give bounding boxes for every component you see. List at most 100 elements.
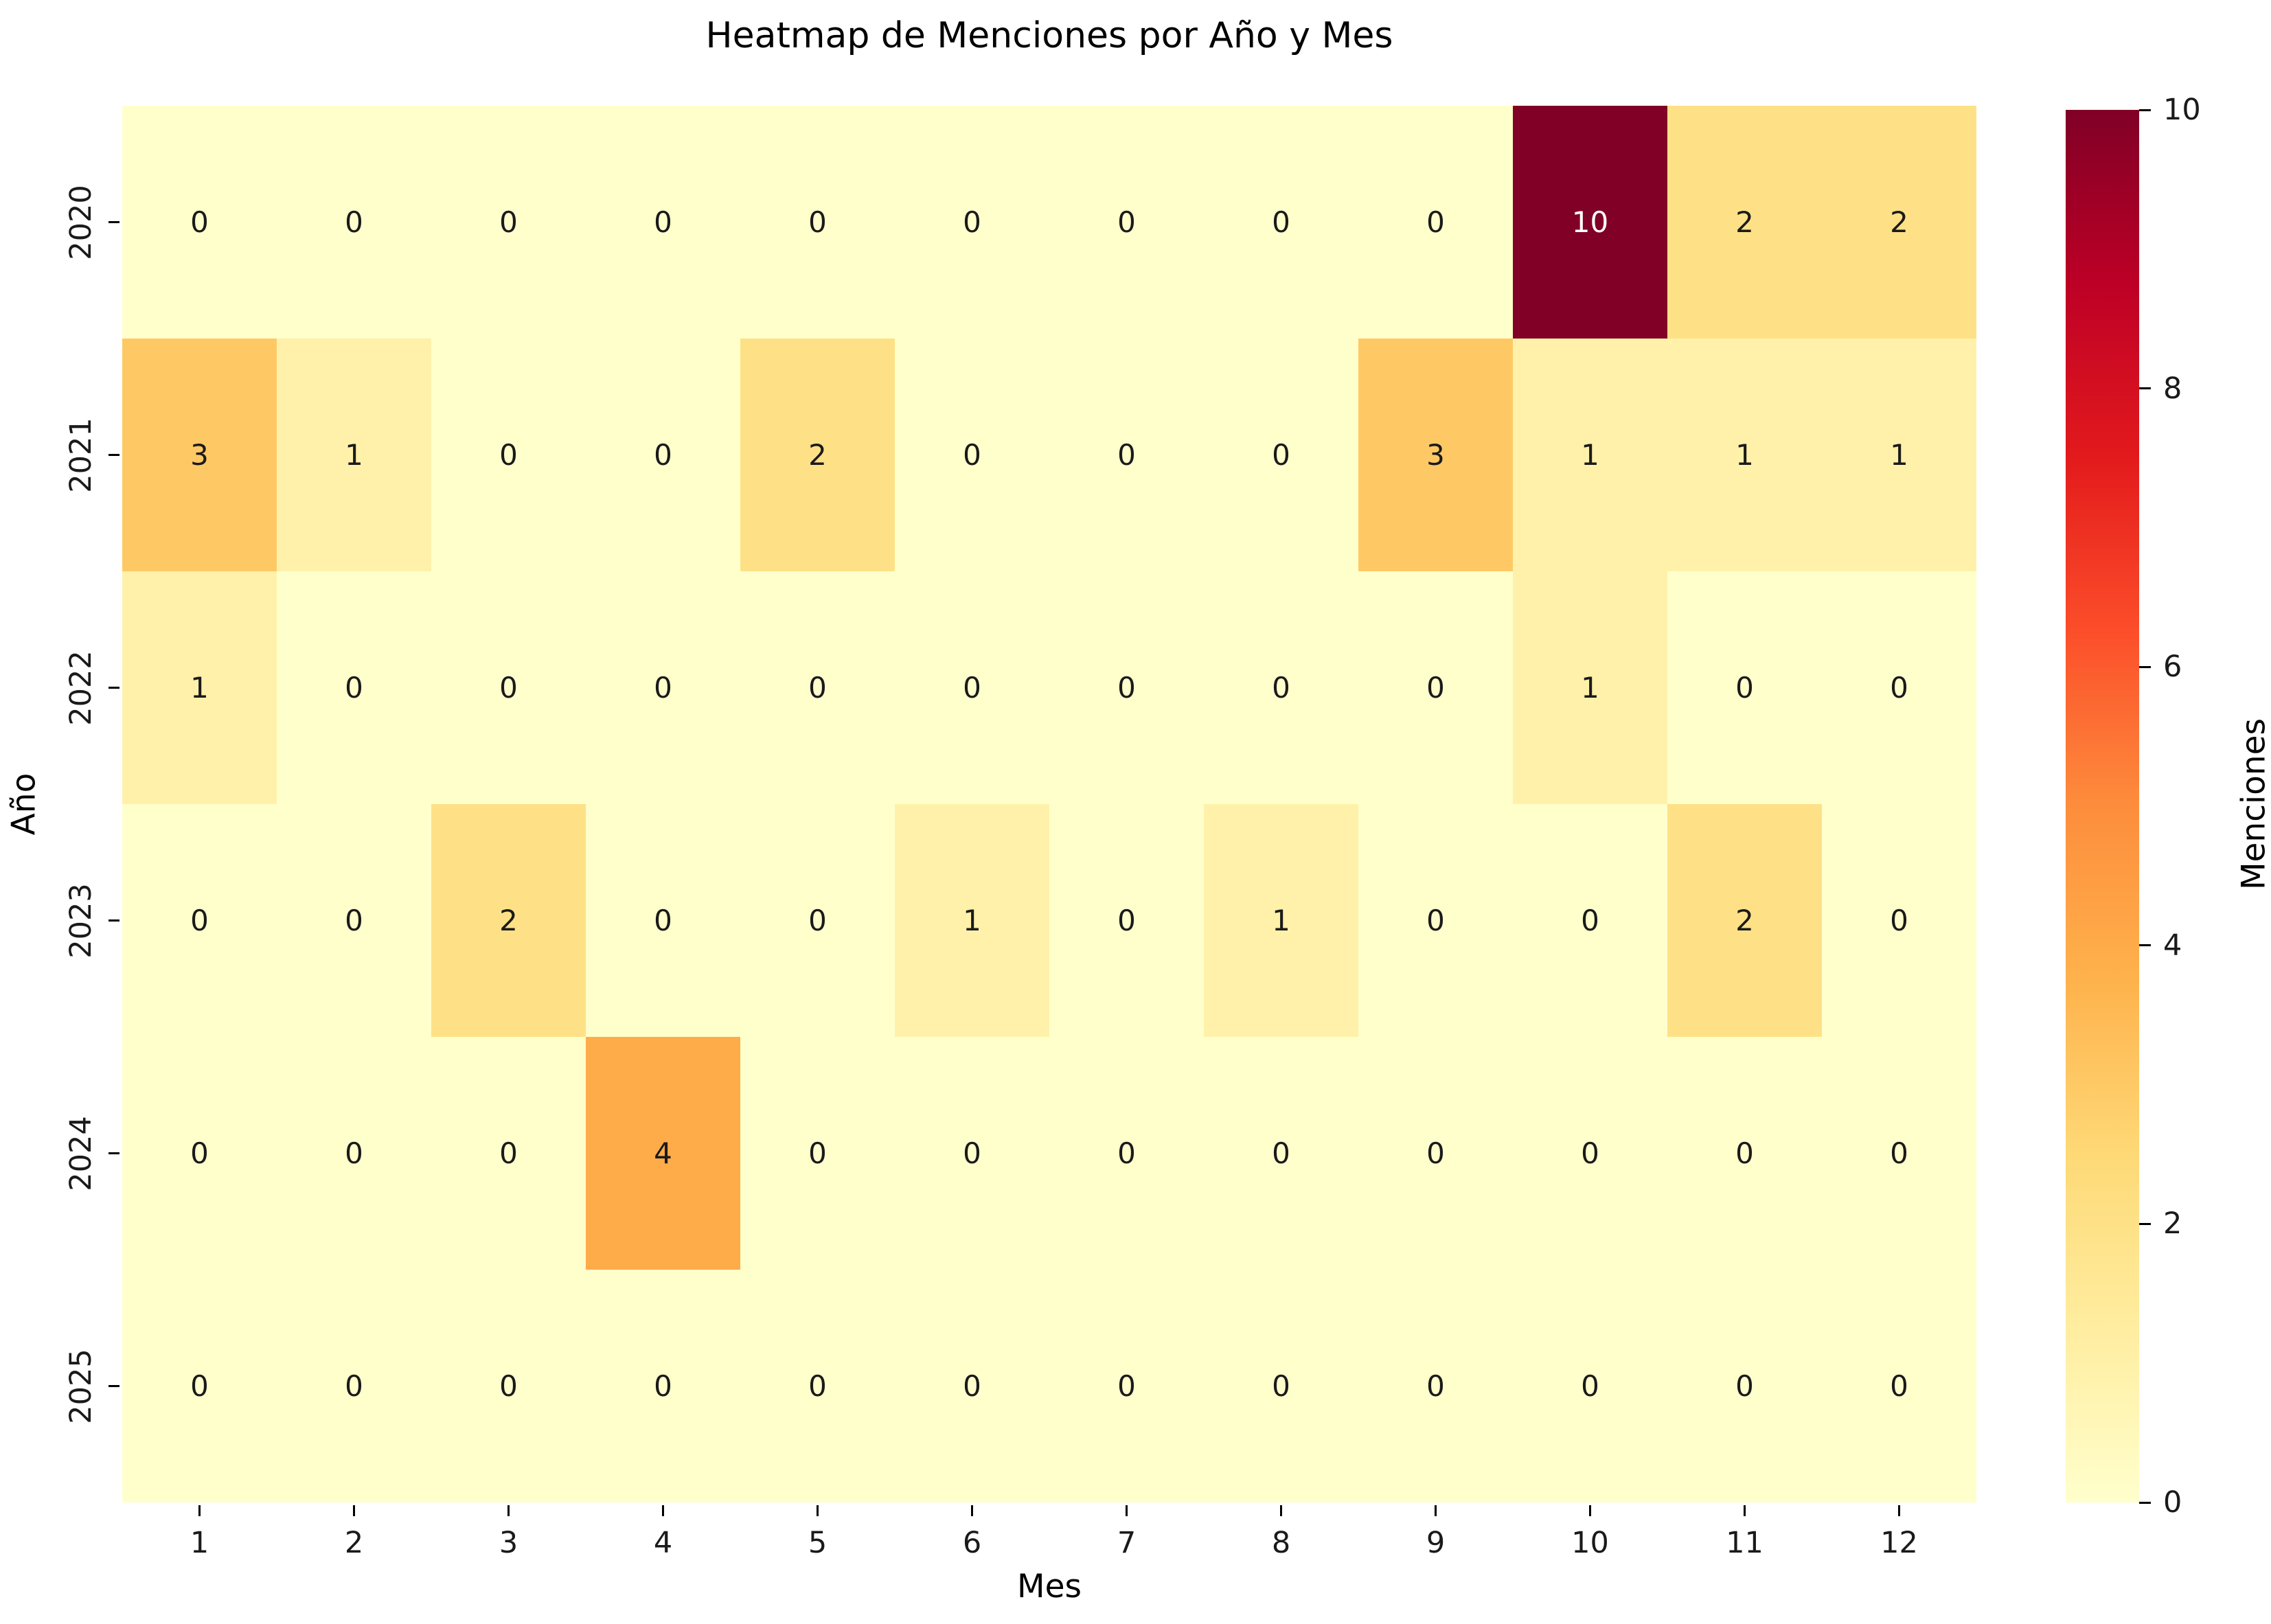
y-tick-label: 2020 — [64, 184, 98, 260]
y-tick-mark — [109, 919, 119, 922]
colorbar-tick-mark — [2139, 944, 2151, 947]
colorbar-tick-label: 2 — [2163, 1206, 2182, 1242]
y-tick-label: 2021 — [64, 417, 98, 493]
heatmap-cell: 0 — [277, 571, 431, 804]
y-tick-label: 2023 — [64, 882, 98, 959]
heatmap-cell: 1 — [277, 339, 431, 571]
x-tick-label: 12 — [1880, 1526, 1918, 1560]
heatmap-cell: 0 — [1667, 1270, 1822, 1502]
heatmap-cell: 0 — [122, 1270, 277, 1502]
heatmap-cell: 0 — [1049, 571, 1204, 804]
x-tick-label: 4 — [653, 1526, 673, 1560]
x-tick-mark — [1589, 1505, 1591, 1516]
y-tick-label: 2024 — [64, 1115, 98, 1191]
heatmap-cell: 0 — [122, 804, 277, 1037]
heatmap-grid: 0 0 0 0 0 0 0 0 0 10 2 2 3 1 0 0 2 0 0 0 3 1 1 1 1 0 0 0 0 0 0 0 0 1 0 0 0 0 2… — [122, 106, 1976, 1502]
heatmap-cell: 0 — [1358, 1037, 1513, 1270]
x-tick-label: 9 — [1426, 1526, 1446, 1560]
x-tick-label: 5 — [808, 1526, 828, 1560]
heatmap-cell: 1 — [895, 804, 1049, 1037]
heatmap-cell: 0 — [895, 571, 1049, 804]
heatmap-cell: 0 — [895, 106, 1049, 339]
heatmap-cell: 1 — [1513, 571, 1667, 804]
colorbar-tick-mark — [2139, 1222, 2151, 1225]
heatmap-cell: 0 — [1204, 106, 1358, 339]
y-tick-label: 2022 — [64, 650, 98, 726]
heatmap-cell: 0 — [895, 1270, 1049, 1502]
heatmap-cell: 2 — [431, 804, 586, 1037]
heatmap-cell: 0 — [277, 1270, 431, 1502]
x-tick-mark — [507, 1505, 510, 1516]
heatmap-cell: 0 — [122, 106, 277, 339]
heatmap-cell: 2 — [740, 339, 895, 571]
colorbar-tick-mark — [2139, 108, 2151, 111]
heatmap-cell: 0 — [1358, 571, 1513, 804]
heatmap-cell: 0 — [1049, 1270, 1204, 1502]
heatmap-cell: 0 — [431, 1037, 586, 1270]
heatmap-cell: 1 — [1513, 339, 1667, 571]
x-tick-mark — [198, 1505, 201, 1516]
heatmap-cell: 0 — [740, 1270, 895, 1502]
heatmap-cell: 0 — [1822, 804, 1976, 1037]
y-tick-mark — [109, 1385, 119, 1387]
x-tick-mark — [817, 1505, 819, 1516]
heatmap-cell: 3 — [122, 339, 277, 571]
heatmap-cell: 0 — [1667, 1037, 1822, 1270]
x-tick-mark — [1898, 1505, 1900, 1516]
colorbar-tick-mark — [2139, 1501, 2151, 1504]
heatmap-cell: 0 — [122, 1037, 277, 1270]
heatmap-cell: 0 — [431, 106, 586, 339]
heatmap-cell: 0 — [1049, 106, 1204, 339]
colorbar-tick-mark — [2139, 665, 2151, 668]
x-tick-mark — [1435, 1505, 1437, 1516]
x-tick-label: 7 — [1117, 1526, 1137, 1560]
heatmap-cell: 0 — [586, 339, 740, 571]
x-axis-label: Mes — [1017, 1568, 1082, 1605]
heatmap-cell: 0 — [1204, 1037, 1358, 1270]
heatmap-cell: 2 — [1822, 106, 1976, 339]
x-tick-label: 2 — [344, 1526, 364, 1560]
heatmap-cell: 3 — [1358, 339, 1513, 571]
heatmap-cell: 10 — [1513, 106, 1667, 339]
colorbar-tick-label: 0 — [2163, 1485, 2182, 1520]
heatmap-cell: 0 — [277, 804, 431, 1037]
colorbar-tick-label: 8 — [2163, 371, 2182, 406]
heatmap-cell: 0 — [1667, 571, 1822, 804]
colorbar-tick-label: 6 — [2163, 650, 2182, 685]
heatmap-cell: 0 — [740, 106, 895, 339]
heatmap-cell: 0 — [586, 804, 740, 1037]
heatmap-cell: 0 — [1513, 804, 1667, 1037]
heatmap-cell: 0 — [586, 1270, 740, 1502]
chart-title: Heatmap de Menciones por Año y Mes — [705, 15, 1393, 56]
x-tick-mark — [971, 1505, 973, 1516]
x-tick-mark — [1280, 1505, 1282, 1516]
x-tick-mark — [1126, 1505, 1128, 1516]
y-tick-label: 2025 — [64, 1348, 98, 1424]
x-tick-mark — [353, 1505, 355, 1516]
heatmap-cell: 0 — [1049, 804, 1204, 1037]
x-tick-label: 11 — [1726, 1526, 1764, 1560]
heatmap-cell: 0 — [586, 571, 740, 804]
heatmap-cell: 0 — [1204, 1270, 1358, 1502]
heatmap-cell: 4 — [586, 1037, 740, 1270]
x-tick-label: 8 — [1271, 1526, 1291, 1560]
heatmap-cell: 0 — [895, 339, 1049, 571]
x-tick-mark — [1744, 1505, 1746, 1516]
x-tick-mark — [662, 1505, 664, 1516]
heatmap-cell: 0 — [1358, 1270, 1513, 1502]
y-tick-mark — [109, 221, 119, 223]
x-tick-label: 1 — [190, 1526, 209, 1560]
heatmap-cell: 0 — [1049, 1037, 1204, 1270]
heatmap-cell: 0 — [431, 1270, 586, 1502]
heatmap-cell: 0 — [1513, 1037, 1667, 1270]
colorbar-label: Menciones — [2235, 718, 2271, 891]
y-tick-mark — [109, 1152, 119, 1154]
heatmap-cell: 1 — [122, 571, 277, 804]
heatmap-cell: 0 — [740, 571, 895, 804]
x-tick-label: 6 — [962, 1526, 982, 1560]
y-tick-mark — [109, 454, 119, 456]
heatmap-cell: 0 — [277, 1037, 431, 1270]
heatmap-cell: 0 — [1358, 804, 1513, 1037]
x-tick-label: 3 — [499, 1526, 518, 1560]
